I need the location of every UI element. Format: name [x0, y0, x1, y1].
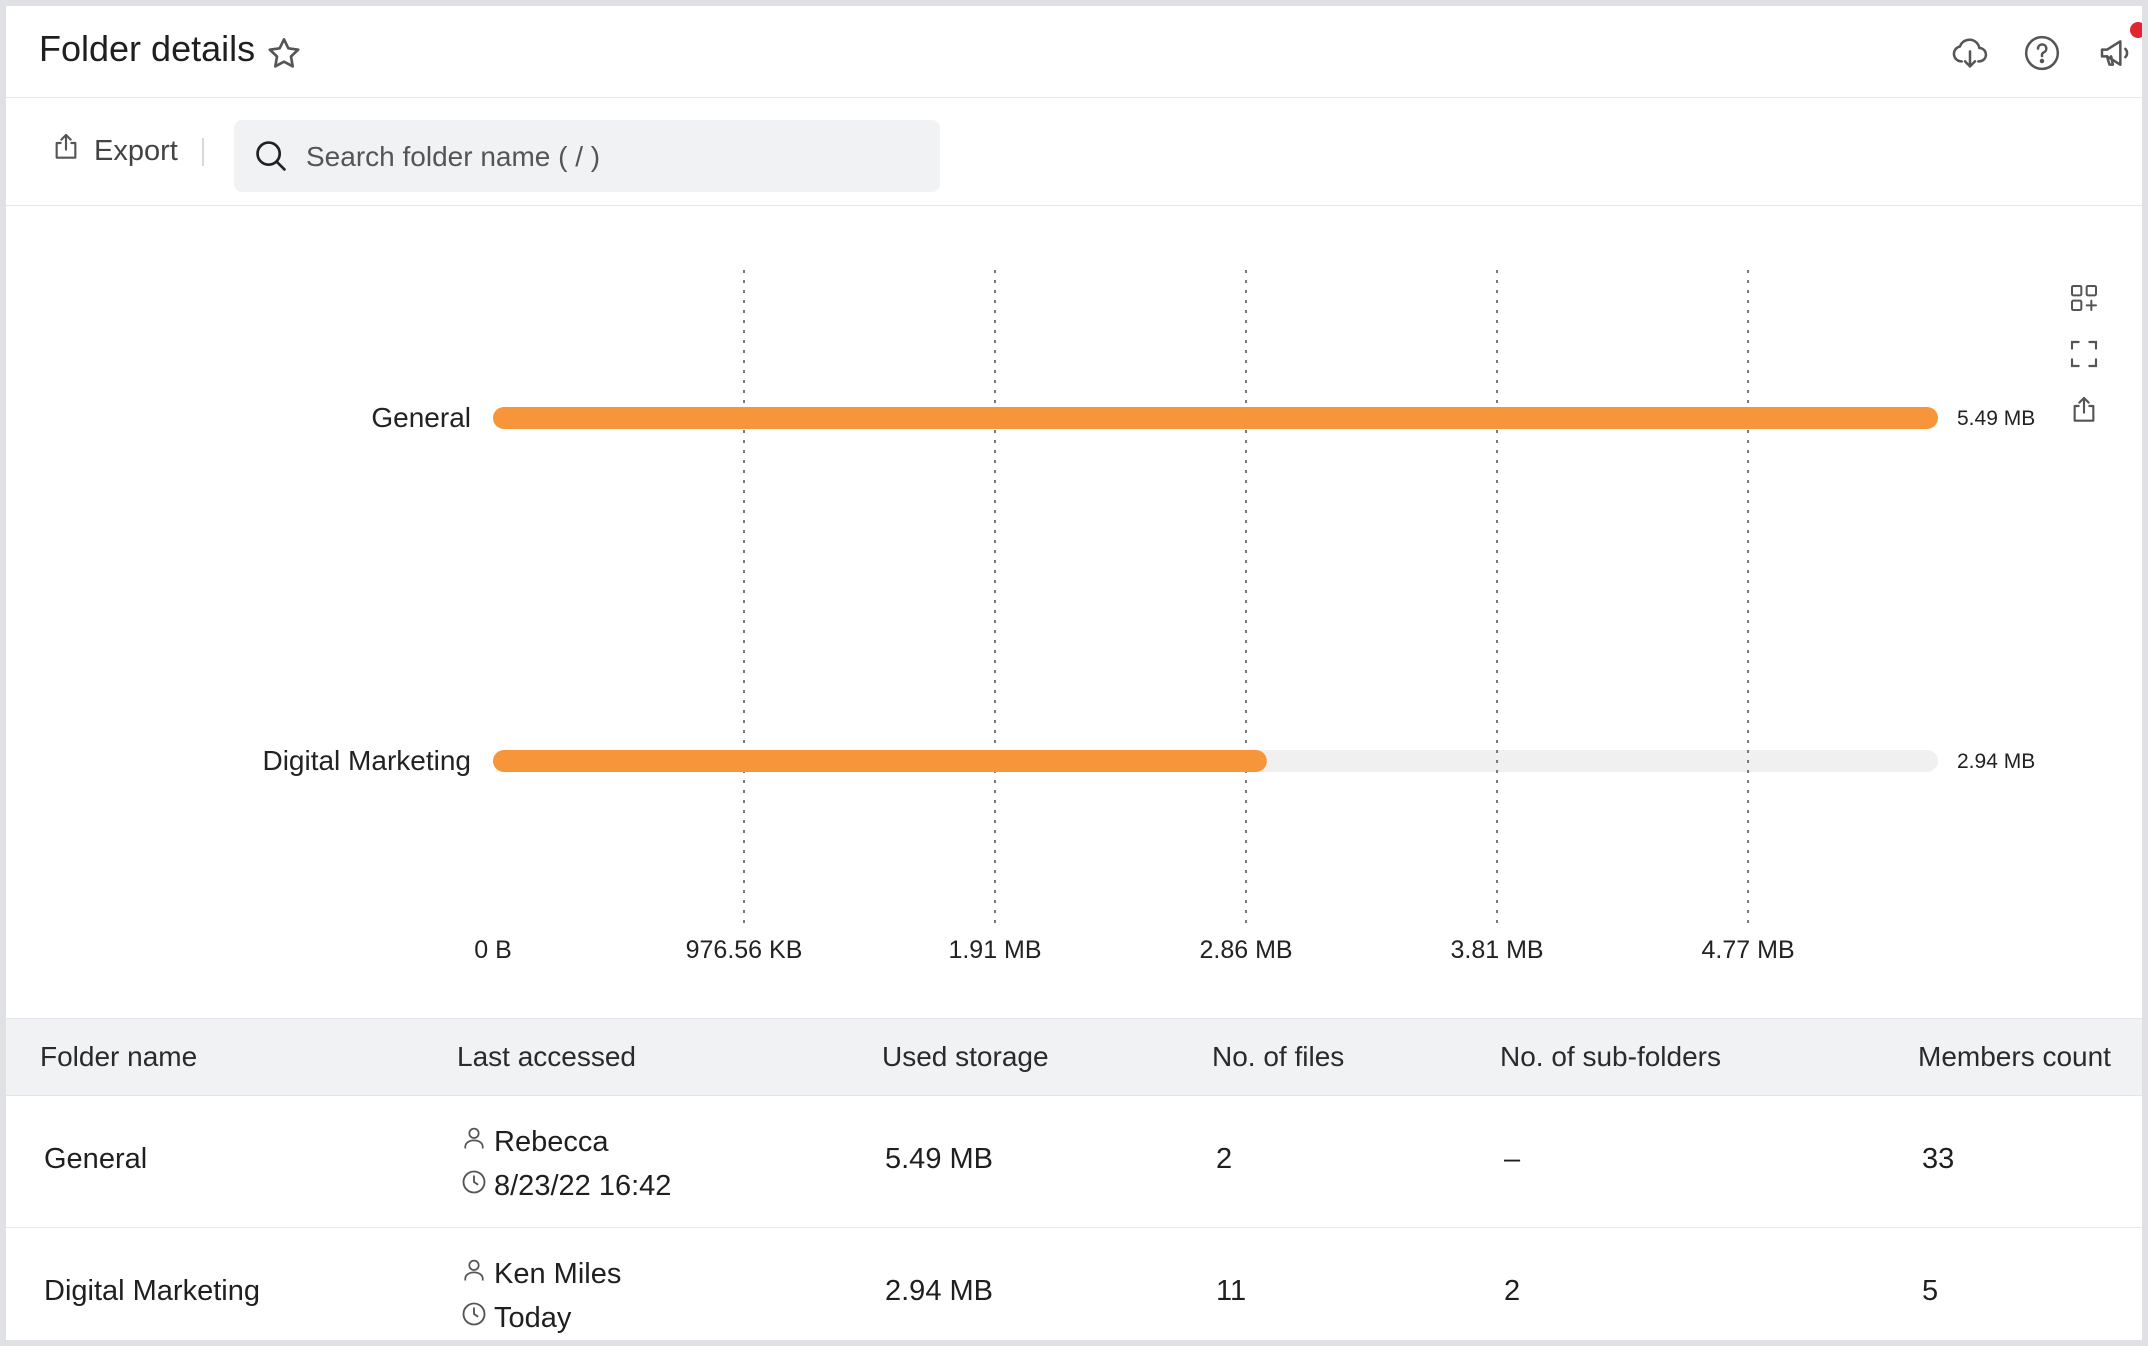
x-tick-label: 1.91 MB	[948, 936, 1041, 964]
accessed-by: Ken Miles	[460, 1256, 621, 1292]
column-header-no-of-files[interactable]: No. of files	[1212, 1041, 1345, 1072]
bar	[493, 407, 1938, 429]
folder-name-cell[interactable]: Digital Marketing	[44, 1275, 260, 1307]
cloud-download-icon[interactable]	[1947, 30, 1993, 76]
share-icon[interactable]	[2064, 390, 2104, 430]
files-count-cell: 2	[1216, 1143, 1233, 1175]
used-storage-cell: 5.49 MB	[885, 1143, 993, 1175]
chart-tools	[2064, 278, 2108, 446]
column-header-no-of-sub-folders[interactable]: No. of sub-folders	[1500, 1041, 1721, 1072]
x-tick-label: 3.81 MB	[1450, 936, 1543, 964]
export-button[interactable]: Export	[50, 128, 178, 174]
x-tick-label: 976.56 KB	[686, 936, 803, 964]
search-input[interactable]	[304, 132, 908, 182]
accessed-by-name: Ken Miles	[494, 1257, 622, 1290]
accessed-by-name: Rebecca	[494, 1125, 609, 1158]
column-header-folder-name[interactable]: Folder name	[40, 1041, 198, 1072]
user-icon	[460, 1256, 488, 1292]
subfolders-count-cell: 2	[1504, 1275, 1521, 1307]
accessed-at: Today	[460, 1300, 571, 1336]
data-label: 2.94 MB	[1957, 750, 2035, 773]
x-tick-label: 2.86 MB	[1199, 936, 1292, 964]
clock-icon	[460, 1168, 488, 1204]
folder-details-window: Folder details Export	[6, 6, 2142, 1340]
toolbar-divider	[202, 138, 204, 166]
folder-name-cell[interactable]: General	[44, 1143, 148, 1175]
category-label: Digital Marketing	[262, 745, 471, 776]
table-row[interactable]: Digital Marketing Ken Miles Today 2.94 M…	[6, 1228, 2142, 1340]
announcement-icon[interactable]	[2094, 30, 2140, 76]
help-icon[interactable]	[2019, 30, 2065, 76]
page-title: Folder details	[39, 28, 256, 69]
files-count-cell: 11	[1216, 1275, 1247, 1307]
folder-table: Folder name Last accessed Used storage N…	[6, 1018, 2142, 1340]
storage-bar-chart-svg: 0 B 976.56 KB 1.91 MB 2.86 MB 3.81 MB 4.77 MB…	[262, 270, 2035, 964]
data-label: 5.49 MB	[1957, 407, 2035, 430]
header-bar: Folder details	[6, 6, 2142, 98]
search-box[interactable]	[234, 120, 940, 192]
used-storage-cell: 2.94 MB	[885, 1275, 993, 1307]
export-icon	[50, 131, 82, 171]
accessed-at: 8/23/22 16:42	[460, 1168, 671, 1204]
accessed-by: Rebecca	[460, 1124, 608, 1160]
notification-dot	[2130, 22, 2142, 38]
storage-chart: 0 B 976.56 KB 1.91 MB 2.86 MB 3.81 MB 4.77 MB…	[6, 206, 2142, 1018]
table-row[interactable]: General Rebecca 8/23/22 16:42 5.49 MB 2 …	[6, 1096, 2142, 1228]
fullscreen-icon[interactable]	[2064, 334, 2104, 374]
x-tick-label: 0 B	[474, 936, 512, 964]
toolbar: Export	[6, 98, 2142, 206]
column-header-members-count[interactable]: Members count	[1918, 1041, 2111, 1072]
accessed-at-time: 8/23/22 16:42	[494, 1169, 672, 1202]
clock-icon	[460, 1300, 488, 1336]
star-icon[interactable]	[264, 34, 304, 74]
column-header-last-accessed[interactable]: Last accessed	[457, 1041, 636, 1072]
user-icon	[460, 1124, 488, 1160]
table-header: Folder name Last accessed Used storage N…	[6, 1018, 2142, 1096]
members-count-cell: 5	[1922, 1275, 1939, 1307]
grid-add-icon[interactable]	[2064, 278, 2104, 318]
search-icon	[252, 137, 290, 175]
subfolders-count-cell: –	[1504, 1143, 1521, 1175]
accessed-at-time: Today	[494, 1301, 572, 1334]
column-header-used-storage[interactable]: Used storage	[882, 1041, 1049, 1072]
bar	[493, 750, 1267, 772]
export-label: Export	[94, 134, 178, 167]
x-tick-label: 4.77 MB	[1702, 936, 1795, 964]
members-count-cell: 33	[1922, 1143, 1955, 1175]
category-label: General	[371, 402, 471, 433]
